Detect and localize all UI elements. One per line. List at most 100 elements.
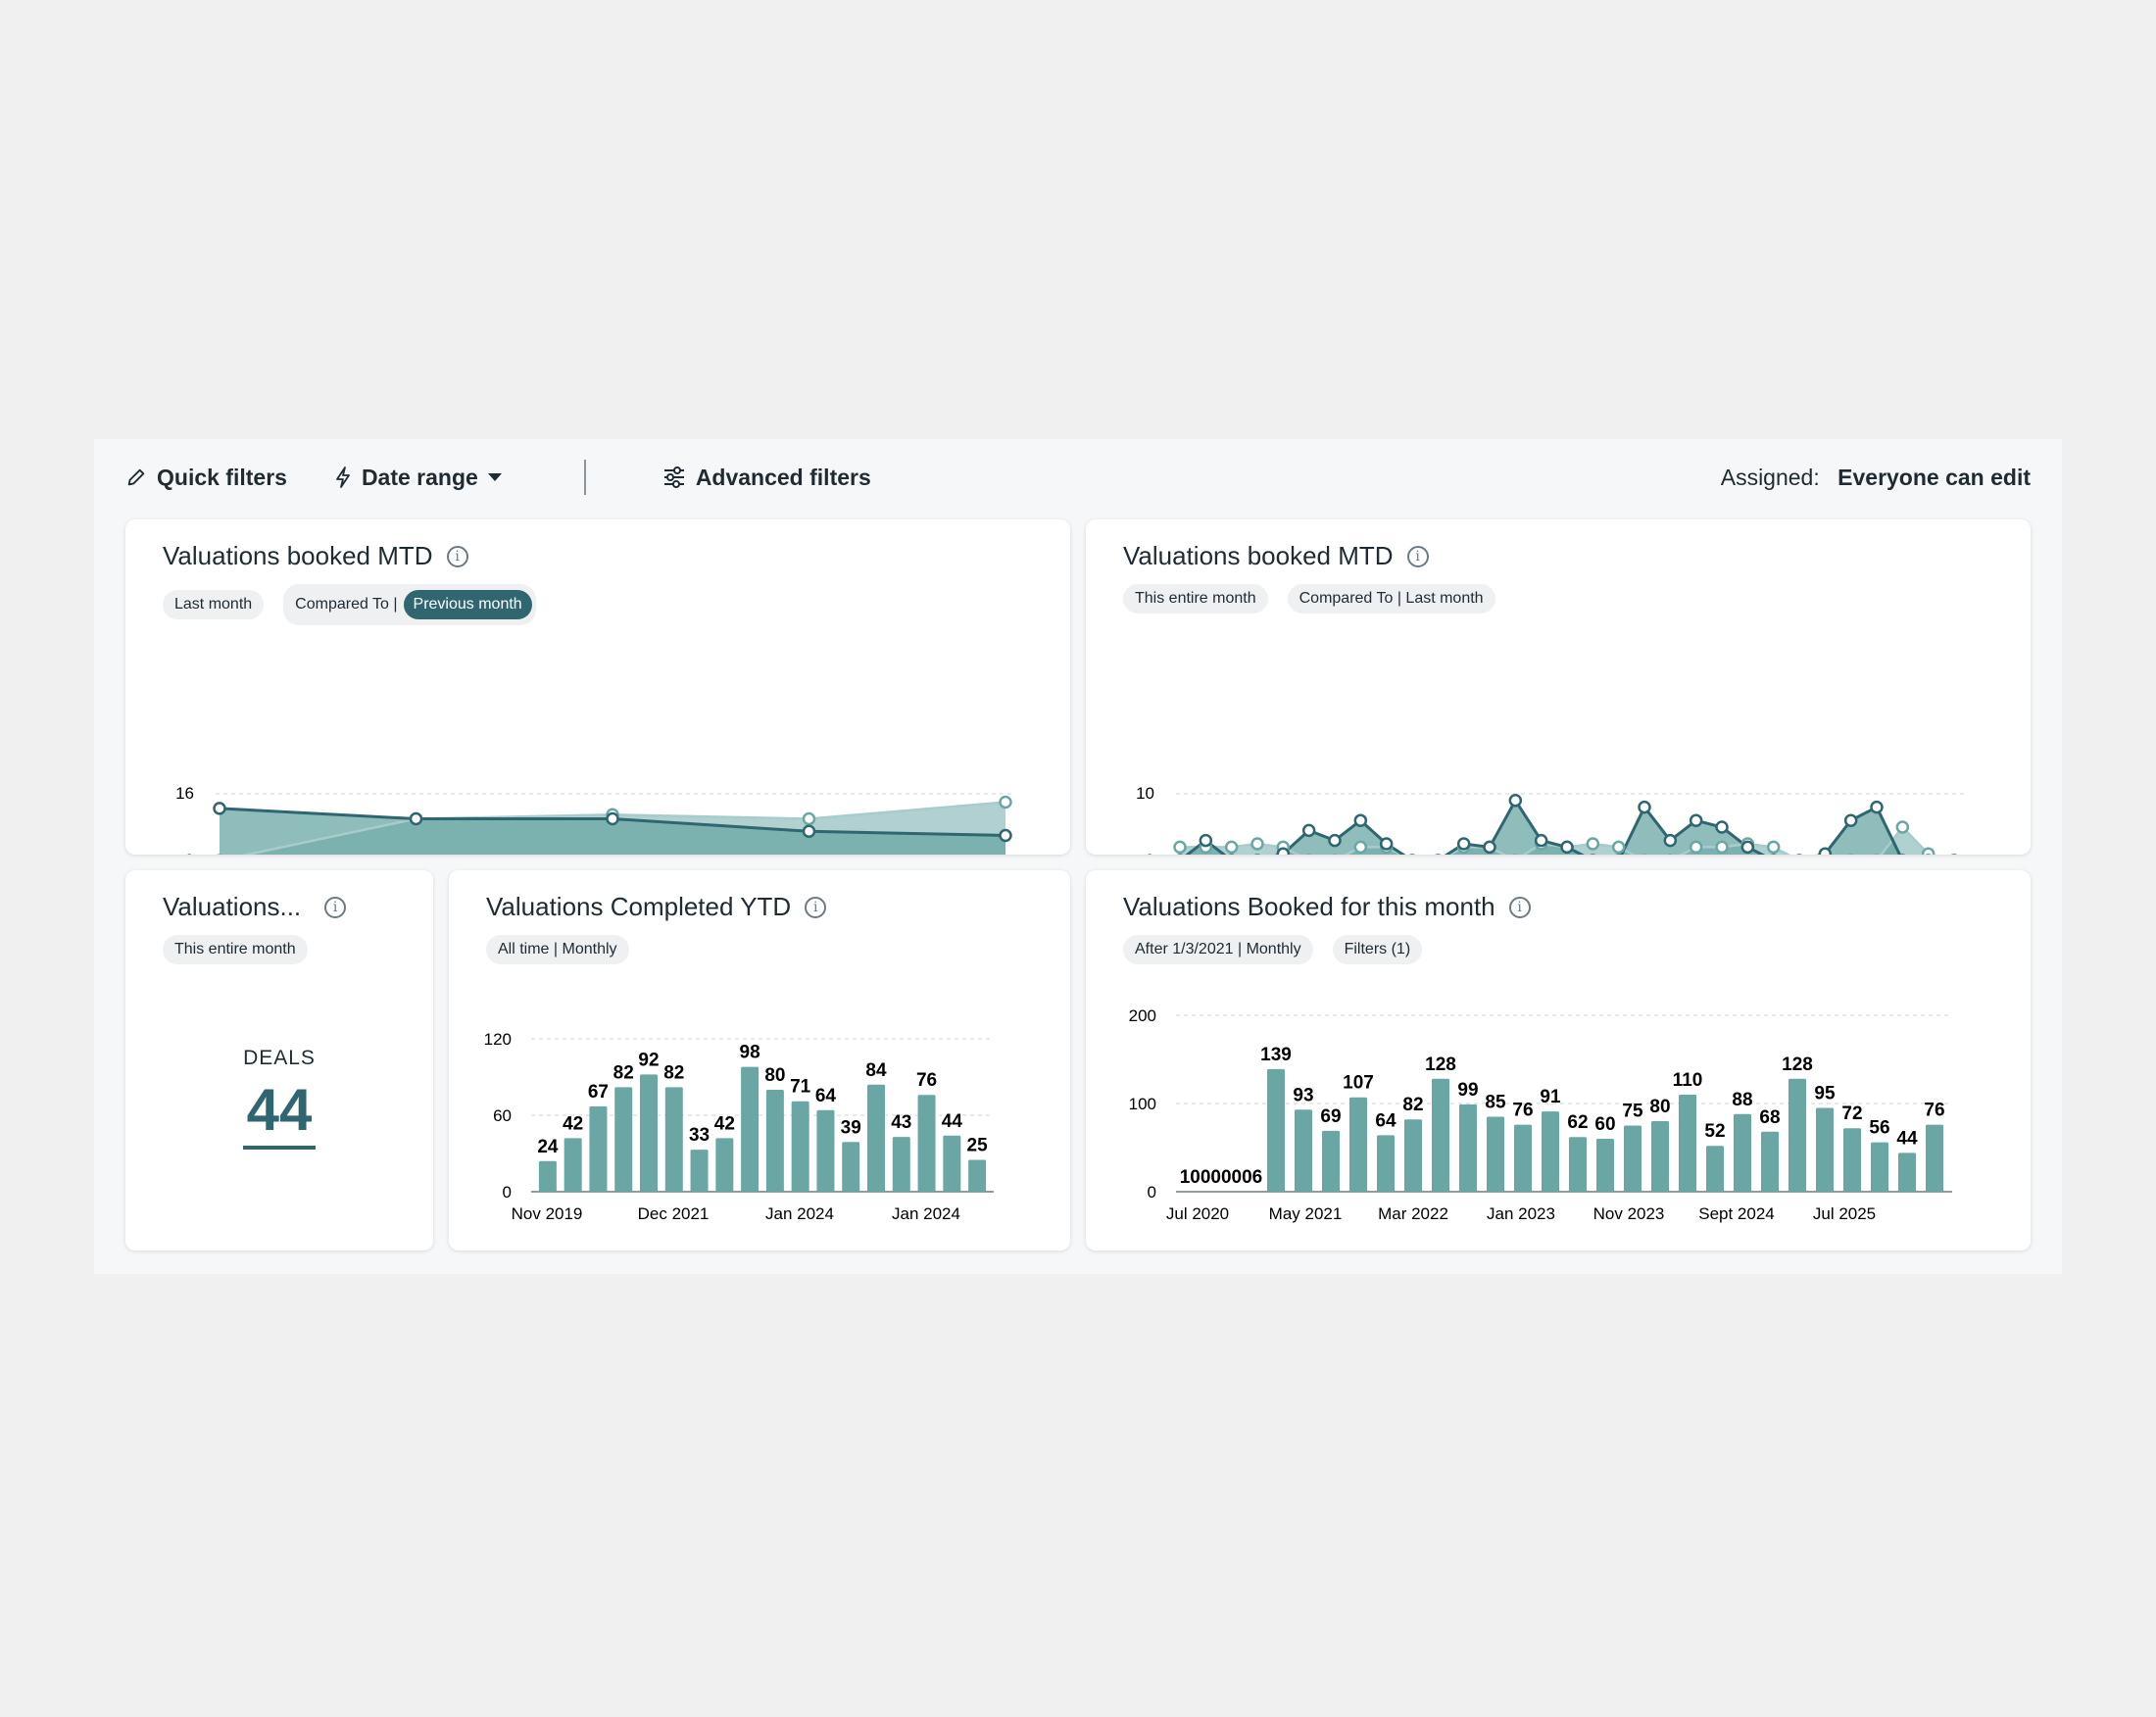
x-tick-label: Nov 2019	[512, 1204, 583, 1223]
line-chart-c1: 0161/12/20258/12/202515/12/202522/12/202…	[175, 784, 1015, 855]
bar	[1514, 1124, 1532, 1192]
data-label: 128	[1425, 1055, 1456, 1075]
card-valuations-booked-mtd-2[interactable]: Valuations booked MTD i This entire month…	[1086, 519, 2031, 855]
x-tick-label: Jan 2023	[1487, 1204, 1555, 1223]
date-range-dropdown[interactable]: Date range	[334, 465, 514, 491]
x-tick-label: Jul 2025	[1813, 1204, 1876, 1223]
x-tick-label: May 2021	[1269, 1204, 1343, 1223]
data-label-outlier: 10000006	[1180, 1167, 1263, 1188]
data-label: 68	[1759, 1107, 1780, 1128]
info-icon[interactable]: i	[324, 896, 347, 918]
bar	[640, 1074, 658, 1192]
data-point	[802, 811, 816, 826]
pill-compared-to-last-month[interactable]: Compared To | Last month	[1287, 584, 1495, 613]
x-tick-label: Nov 2023	[1593, 1204, 1665, 1223]
card-valuations-completed-ytd[interactable]: Valuations Completed YTD i All time | Mon…	[449, 870, 1070, 1251]
pill-after-date-monthly[interactable]: After 1/3/2021 | Monthly	[1123, 935, 1313, 964]
data-label: 71	[790, 1077, 811, 1098]
data-label: 67	[588, 1082, 609, 1103]
data-label: 107	[1343, 1073, 1374, 1094]
data-point	[1740, 840, 1755, 855]
bar	[1898, 1153, 1916, 1192]
dashboard: Quick filters Date range Advanced filter…	[94, 439, 2062, 1274]
card-filter-pills: All time | Monthly	[486, 935, 649, 964]
pill-previous-month[interactable]: Previous month	[403, 590, 532, 619]
info-icon[interactable]: i	[446, 545, 468, 567]
data-label: 93	[1293, 1085, 1313, 1105]
data-label: 82	[663, 1062, 684, 1083]
x-tick-label: Sept 2024	[1698, 1204, 1775, 1223]
filter-bar: Quick filters Date range Advanced filter…	[125, 439, 2031, 515]
data-point	[1689, 840, 1703, 855]
data-point	[1199, 833, 1213, 848]
pill-filters[interactable]: Filters (1)	[1332, 935, 1423, 964]
data-point	[1560, 840, 1574, 855]
data-label: 99	[1457, 1080, 1478, 1101]
assigned-value[interactable]: Everyone can edit	[1838, 464, 2031, 490]
bar	[917, 1095, 936, 1192]
advanced-filters-label: Advanced filters	[695, 464, 871, 490]
data-point	[1328, 833, 1342, 848]
data-point	[1353, 840, 1368, 855]
kpi-value[interactable]: 44	[242, 1076, 317, 1150]
bar	[1542, 1111, 1559, 1192]
data-point	[1173, 840, 1187, 855]
data-label: 82	[1402, 1095, 1423, 1115]
data-label: 60	[1594, 1114, 1615, 1135]
data-point	[1586, 837, 1600, 851]
bar	[1624, 1125, 1642, 1192]
advanced-filters-button[interactable]: Advanced filters	[662, 465, 871, 491]
pill-compared-label: Compared To |	[295, 596, 398, 613]
card-valuations-kpi[interactable]: Valuations... i This entire month DEALS 4…	[125, 870, 433, 1251]
bar	[943, 1135, 961, 1192]
data-label: 91	[1540, 1087, 1561, 1107]
data-label: 56	[1869, 1118, 1889, 1139]
x-tick-label: Dec 2021	[638, 1204, 710, 1223]
filter-divider	[583, 460, 586, 495]
pill-this-entire-month[interactable]: This entire month	[163, 935, 308, 964]
data-label: 75	[1622, 1102, 1643, 1122]
sliders-icon	[663, 466, 684, 488]
card-filter-pills: This entire month	[163, 935, 327, 964]
data-point	[1508, 794, 1523, 808]
bar	[564, 1138, 582, 1192]
bar	[1295, 1109, 1312, 1192]
pill-compared-to[interactable]: Compared To | Previous month	[283, 584, 536, 625]
data-label: 95	[1814, 1084, 1836, 1104]
data-point	[1818, 847, 1833, 855]
card-valuations-booked-this-month[interactable]: Valuations Booked for this month i After …	[1086, 870, 2031, 1251]
data-point	[802, 824, 816, 838]
data-point	[1611, 840, 1626, 855]
y-tick-label: 16	[175, 784, 194, 803]
assigned-status: Assigned: Everyone can edit	[1721, 465, 2031, 491]
card-title: Valuations Booked for this month i	[1123, 892, 1531, 922]
data-point	[1483, 840, 1496, 855]
bar	[1843, 1128, 1861, 1192]
data-label: 76	[1512, 1101, 1533, 1121]
data-point	[606, 811, 619, 826]
line-chart-c2: 0101/1/20266/1/202611/1/202616/1/202621/…	[1136, 784, 1964, 855]
card-title: Valuations... i	[163, 892, 347, 922]
data-label: 72	[1841, 1104, 1862, 1124]
quick-filters-button[interactable]: Quick filters	[125, 465, 287, 491]
data-label: 25	[967, 1136, 989, 1156]
pill-this-entire-month[interactable]: This entire month	[1123, 584, 1268, 613]
data-label: 43	[891, 1112, 911, 1133]
data-label: 62	[1567, 1112, 1588, 1133]
info-icon[interactable]: i	[805, 896, 827, 918]
info-icon[interactable]: i	[1406, 545, 1429, 567]
card-valuations-booked-mtd-1[interactable]: Valuations booked MTD i Last month Compar…	[125, 519, 1070, 855]
pill-last-month[interactable]: Last month	[163, 590, 265, 619]
data-label: 44	[1896, 1128, 1918, 1149]
bar	[816, 1109, 835, 1192]
pill-all-time-monthly[interactable]: All time | Monthly	[486, 935, 629, 964]
data-label: 33	[689, 1125, 710, 1146]
data-label: 80	[1649, 1097, 1670, 1117]
info-icon[interactable]: i	[1508, 896, 1531, 918]
data-point	[1870, 800, 1884, 814]
data-label: 44	[942, 1111, 963, 1132]
bar	[1596, 1139, 1614, 1192]
data-label: 64	[815, 1086, 837, 1106]
data-label: 110	[1673, 1070, 1703, 1091]
